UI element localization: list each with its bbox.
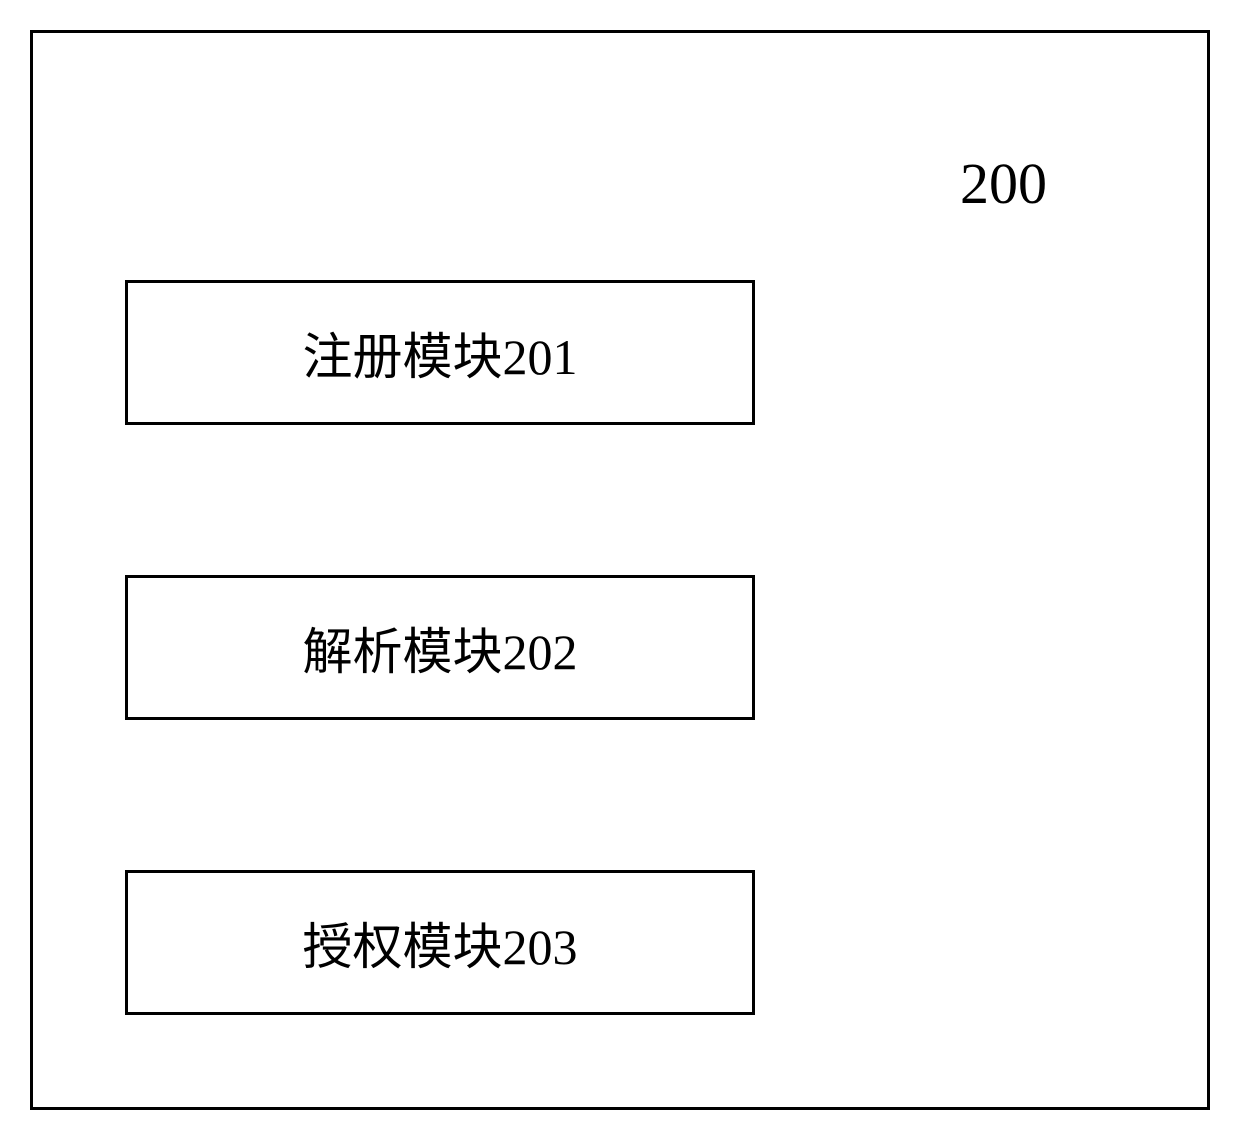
module-label-authorize: 授权模块203 [303,907,578,979]
module-box-register: 注册模块201 [125,280,755,425]
module-box-authorize: 授权模块203 [125,870,755,1015]
system-id-label: 200 [960,150,1047,217]
module-label-register: 注册模块201 [303,317,578,389]
module-box-parse: 解析模块202 [125,575,755,720]
module-label-parse: 解析模块202 [303,612,578,684]
